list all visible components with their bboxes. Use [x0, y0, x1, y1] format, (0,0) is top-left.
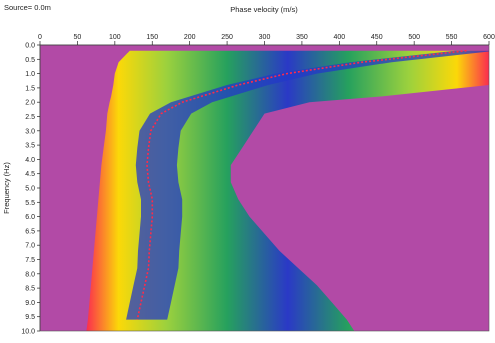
- y-tick-label: 3.0: [25, 128, 35, 135]
- x-tick-label: 450: [371, 34, 383, 41]
- x-tick-label: 200: [184, 34, 196, 41]
- x-tick-label: 300: [259, 34, 271, 41]
- x-tick-label: 250: [221, 34, 233, 41]
- x-tick-label: 50: [74, 34, 82, 41]
- y-tick-label: 8.5: [25, 286, 35, 293]
- x-tick-label: 350: [296, 34, 308, 41]
- y-tick-label: 3.5: [25, 143, 35, 150]
- y-tick-label: 2.5: [25, 114, 35, 121]
- y-tick-label: 2.0: [25, 100, 35, 107]
- y-tick-label: 5.5: [25, 200, 35, 207]
- x-tick-label: 400: [333, 34, 345, 41]
- y-tick-label: 1.0: [25, 71, 35, 78]
- x-tick-label: 100: [109, 34, 121, 41]
- y-tick-label: 9.5: [25, 314, 35, 321]
- source-label: Source= 0.0m: [4, 3, 51, 12]
- y-tick-label: 0.5: [25, 57, 35, 64]
- x-tick-label: 600: [483, 34, 495, 41]
- y-tick-label: 5.0: [25, 186, 35, 193]
- x-tick-label: 500: [408, 34, 420, 41]
- plot-area: [40, 45, 489, 331]
- x-tick-label: 0: [38, 34, 42, 41]
- y-tick-label: 1.5: [25, 85, 35, 92]
- y-tick-label: 7.0: [25, 243, 35, 250]
- y-tick-label: 6.5: [25, 228, 35, 235]
- y-tick-label: 9.0: [25, 300, 35, 307]
- y-tick-label: 10.0: [21, 329, 35, 336]
- y-axis-label: Frequency (Hz): [2, 162, 11, 214]
- x-tick-label: 150: [146, 34, 158, 41]
- y-tick-label: 7.5: [25, 257, 35, 264]
- x-axis-label: Phase velocity (m/s): [230, 5, 298, 14]
- y-tick-group: 0.0 0.5 1.0 1.5 2.0 2.5 3.0 3.5 4.0 4.5 5.0 5.5 6.0 6…: [21, 43, 40, 336]
- y-tick-label: 6.0: [25, 214, 35, 221]
- y-tick-label: 4.5: [25, 171, 35, 178]
- y-tick-label: 8.0: [25, 271, 35, 278]
- dispersion-curve: [136, 49, 467, 320]
- energy-band-core: [126, 50, 489, 320]
- y-tick-label: 4.0: [25, 157, 35, 164]
- x-tick-group: 0 50 100 150 200 250 300 350 400 450 500 550 600: [38, 34, 495, 45]
- energy-band: [86, 50, 489, 331]
- x-tick-label: 550: [446, 34, 458, 41]
- y-tick-label: 0.0: [25, 43, 35, 50]
